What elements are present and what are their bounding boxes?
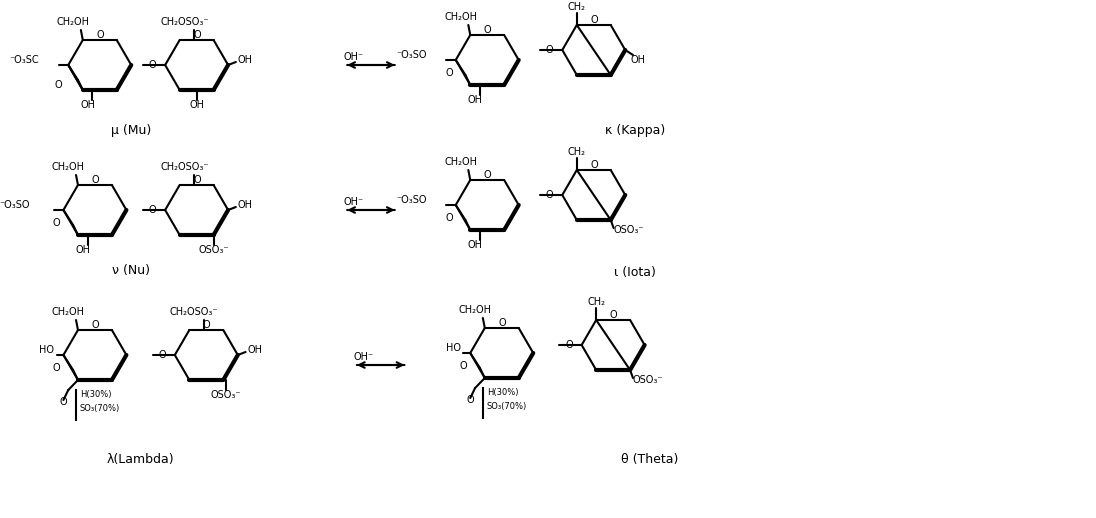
Text: λ(Lambda): λ(Lambda): [107, 453, 174, 467]
Text: O: O: [203, 320, 210, 330]
Text: H(30%): H(30%): [487, 388, 518, 397]
Text: CH₂OH: CH₂OH: [458, 305, 492, 315]
Text: CH₂OSO₃⁻: CH₂OSO₃⁻: [160, 162, 208, 172]
Text: OH: OH: [76, 245, 90, 255]
Text: OSO₃⁻: OSO₃⁻: [210, 390, 241, 400]
Text: O: O: [467, 395, 475, 405]
Text: O: O: [149, 205, 157, 215]
Text: κ (Kappa): κ (Kappa): [605, 123, 665, 137]
Text: OH⁻: OH⁻: [354, 352, 374, 362]
Text: OH: OH: [468, 95, 482, 105]
Text: O: O: [149, 60, 157, 70]
Text: O: O: [59, 397, 67, 407]
Text: CH₂: CH₂: [568, 147, 585, 157]
Text: OSO₃⁻: OSO₃⁻: [198, 245, 229, 255]
Text: O: O: [546, 190, 553, 200]
Text: OH: OH: [190, 100, 205, 110]
Text: H(30%): H(30%): [80, 391, 112, 399]
Text: O: O: [92, 320, 100, 330]
Text: CH₂: CH₂: [587, 297, 605, 307]
Text: O: O: [591, 15, 598, 25]
Text: CH₂OH: CH₂OH: [57, 17, 90, 27]
Text: OSO₃⁻: OSO₃⁻: [633, 375, 663, 385]
Text: OH: OH: [630, 55, 646, 65]
Text: O: O: [53, 218, 60, 228]
Text: O: O: [193, 30, 201, 40]
Text: O: O: [96, 30, 104, 40]
Text: O: O: [566, 340, 573, 350]
Text: CH₂OH: CH₂OH: [444, 12, 477, 22]
Text: CH₂OH: CH₂OH: [444, 157, 477, 167]
Text: O: O: [546, 45, 553, 55]
Text: SO₃(70%): SO₃(70%): [487, 401, 527, 410]
Text: OH: OH: [238, 55, 253, 65]
Text: O: O: [92, 175, 100, 185]
Text: HO: HO: [38, 345, 54, 355]
Text: SO₃(70%): SO₃(70%): [80, 404, 121, 412]
Text: CH₂OSO₃⁻: CH₂OSO₃⁻: [160, 17, 208, 27]
Text: ⁻O₃SO: ⁻O₃SO: [396, 50, 426, 60]
Text: CH₂OSO₃⁻: CH₂OSO₃⁻: [170, 307, 218, 317]
Text: ⁻O₃SC: ⁻O₃SC: [10, 55, 39, 65]
Text: θ (Theta): θ (Theta): [620, 453, 678, 467]
Text: O: O: [55, 80, 62, 90]
Text: O: O: [499, 318, 506, 328]
Text: CH₂OH: CH₂OH: [52, 162, 84, 172]
Text: CH₂OH: CH₂OH: [52, 307, 84, 317]
Text: O: O: [445, 68, 453, 78]
Text: O: O: [459, 361, 467, 371]
Text: OSO₃⁻: OSO₃⁻: [614, 225, 644, 235]
Text: OH: OH: [80, 100, 95, 110]
Text: OH⁻: OH⁻: [344, 52, 364, 62]
Text: HO: HO: [446, 343, 460, 353]
Text: O: O: [53, 363, 60, 373]
Text: OH⁻: OH⁻: [344, 197, 364, 207]
Text: O: O: [609, 310, 617, 320]
Text: ⁻O₃SO: ⁻O₃SO: [0, 200, 30, 210]
Text: OH: OH: [468, 240, 482, 250]
Text: ι (Iota): ι (Iota): [614, 266, 655, 279]
Text: O: O: [193, 175, 201, 185]
Text: ⁻O₃SO: ⁻O₃SO: [396, 195, 426, 205]
Text: O: O: [445, 213, 453, 223]
Text: OH: OH: [248, 345, 262, 355]
Text: μ (Mu): μ (Mu): [111, 123, 151, 137]
Text: O: O: [159, 350, 167, 360]
Text: O: O: [591, 160, 598, 170]
Text: O: O: [484, 170, 491, 180]
Text: ν (Nu): ν (Nu): [112, 264, 150, 277]
Text: O: O: [484, 25, 491, 35]
Text: OH: OH: [238, 200, 253, 210]
Text: CH₂: CH₂: [568, 2, 585, 12]
